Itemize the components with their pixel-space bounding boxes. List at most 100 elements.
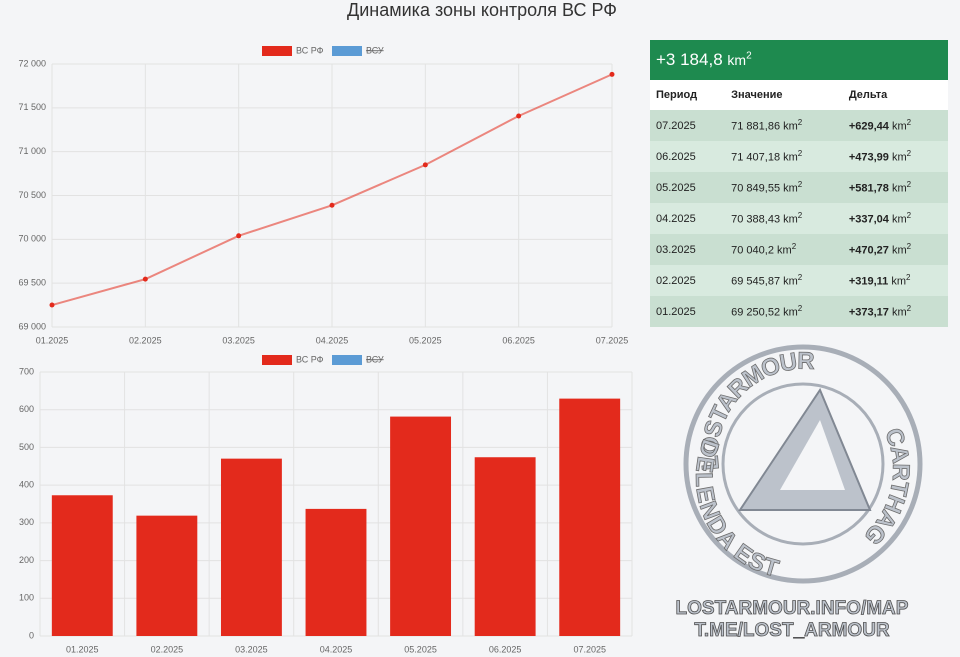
point: [422, 162, 428, 168]
cell: 70 388,43 km2: [725, 203, 843, 234]
y-tick-label: 71 000: [18, 146, 46, 156]
delta: +473,99: [848, 151, 889, 164]
y-tick-label: 700: [19, 366, 34, 376]
table-row: 07.2025 71 881,86 km2 +629,44 km2: [650, 110, 948, 141]
y-tick-label: 200: [19, 555, 34, 565]
cell: 07.2025: [650, 110, 726, 141]
unit-exp: 2: [797, 118, 803, 128]
value: 71 407,18: [731, 151, 781, 164]
x-tick-label: 07.2025: [596, 335, 629, 345]
legend-label: ВСУ: [366, 45, 384, 55]
x-tick-label: 03.2025: [235, 644, 268, 654]
legend-label: ВС РФ: [296, 45, 324, 55]
y-tick-label: 72 000: [18, 58, 46, 68]
y-tick-label: 69 000: [18, 321, 46, 331]
unit-exp: 2: [797, 180, 803, 190]
period: 04.2025: [656, 212, 696, 225]
cell: 02.2025: [650, 265, 726, 296]
x-tick-label: 02.2025: [129, 335, 162, 345]
x-tick-label: 02.2025: [151, 644, 184, 654]
cell: +337,04 km2: [842, 203, 948, 234]
unit: km: [891, 275, 907, 288]
ring-outer: [683, 344, 923, 584]
unit: km: [783, 151, 798, 164]
unit-exp: 2: [906, 118, 912, 128]
unit: km: [891, 120, 907, 133]
period: 02.2025: [656, 274, 696, 287]
delta: +373,17: [848, 306, 889, 319]
delta: +337,04: [848, 213, 889, 226]
cell: 06.2025: [650, 141, 726, 172]
value: 70 388,43: [731, 213, 781, 226]
x-tick-label: 06.2025: [502, 335, 535, 345]
column-header: Период: [650, 80, 726, 110]
point: [49, 302, 55, 308]
value: 69 545,87: [731, 275, 781, 288]
cell: 05.2025: [650, 172, 726, 203]
point: [516, 113, 522, 119]
period: 06.2025: [656, 150, 696, 163]
cell: 71 407,18 km2: [725, 141, 843, 172]
delta: +581,78: [848, 182, 889, 195]
unit: km: [777, 244, 792, 257]
cell: 70 040,2 km2: [725, 234, 843, 265]
unit: km: [783, 306, 798, 319]
delta: +319,11: [848, 275, 889, 288]
bar: [220, 458, 282, 636]
bar: [136, 515, 198, 636]
cell: +473,99 km2: [842, 141, 948, 172]
chart: 69 000 69 500 70 000 70 500 71 000 71 500 72 0…: [18, 45, 628, 345]
unit-exp: 2: [906, 149, 912, 159]
table-header: +3 184,8 km2: [650, 40, 948, 80]
unit-exp: 2: [906, 180, 912, 190]
y-tick-label: 71 500: [18, 102, 46, 112]
cell: 71 881,86 km2: [725, 110, 843, 141]
table-row: 02.2025 69 545,87 km2 +319,11 km2: [650, 265, 948, 296]
value: 71 881,86: [731, 120, 781, 133]
unit: km: [891, 151, 907, 164]
delta: +470,27: [848, 244, 889, 257]
unit: km: [783, 275, 798, 288]
legend-label: ВСУ: [366, 354, 384, 364]
bar: [559, 398, 621, 636]
table-row: 01.2025 69 250,52 km2 +373,17 km2: [650, 296, 948, 327]
legend-swatch: [332, 46, 362, 56]
y-tick-label: 300: [19, 517, 34, 527]
bar: [51, 495, 113, 636]
unit-exp: 2: [791, 242, 797, 252]
period: 07.2025: [656, 119, 696, 132]
point: [609, 71, 615, 77]
x-tick-label: 03.2025: [222, 335, 255, 345]
y-tick-label: 70 500: [18, 190, 46, 200]
legend-swatch: [262, 46, 292, 56]
value: 70 849,55: [731, 182, 781, 195]
table-row: 04.2025 70 388,43 km2 +337,04 km2: [650, 203, 948, 234]
unit-exp: 2: [797, 273, 803, 283]
x-tick-label: 05.2025: [409, 335, 442, 345]
unit-exp: 2: [797, 304, 803, 314]
unit-exp: 2: [746, 50, 752, 62]
cell: 03.2025: [650, 234, 726, 265]
watermark-telegram: T.ME/LOST_ARMOUR: [694, 620, 890, 641]
cell: 70 849,55 km2: [725, 172, 843, 203]
cell: 04.2025: [650, 203, 726, 234]
table-row: 03.2025 70 040,2 km2 +470,27 km2: [650, 234, 948, 265]
point: [329, 202, 335, 208]
x-tick-label: 01.2025: [36, 335, 69, 345]
x-tick-label: 04.2025: [316, 335, 349, 345]
table-row: 05.2025 70 849,55 km2 +581,78 km2: [650, 172, 948, 203]
watermark-url: LOSTARMOUR.INFO/MAP: [676, 598, 909, 619]
legend-swatch: [332, 355, 362, 365]
unit-exp: 2: [906, 211, 912, 221]
column-header: Дельта: [842, 80, 948, 110]
y-tick-label: 70 000: [18, 234, 46, 244]
cell: +629,44 km2: [842, 110, 948, 141]
unit: km: [727, 52, 747, 68]
unit: km: [891, 213, 907, 226]
bar: [305, 508, 367, 636]
point: [236, 233, 242, 239]
logo-inner: [780, 420, 845, 490]
legend-label: ВС РФ: [296, 354, 324, 364]
